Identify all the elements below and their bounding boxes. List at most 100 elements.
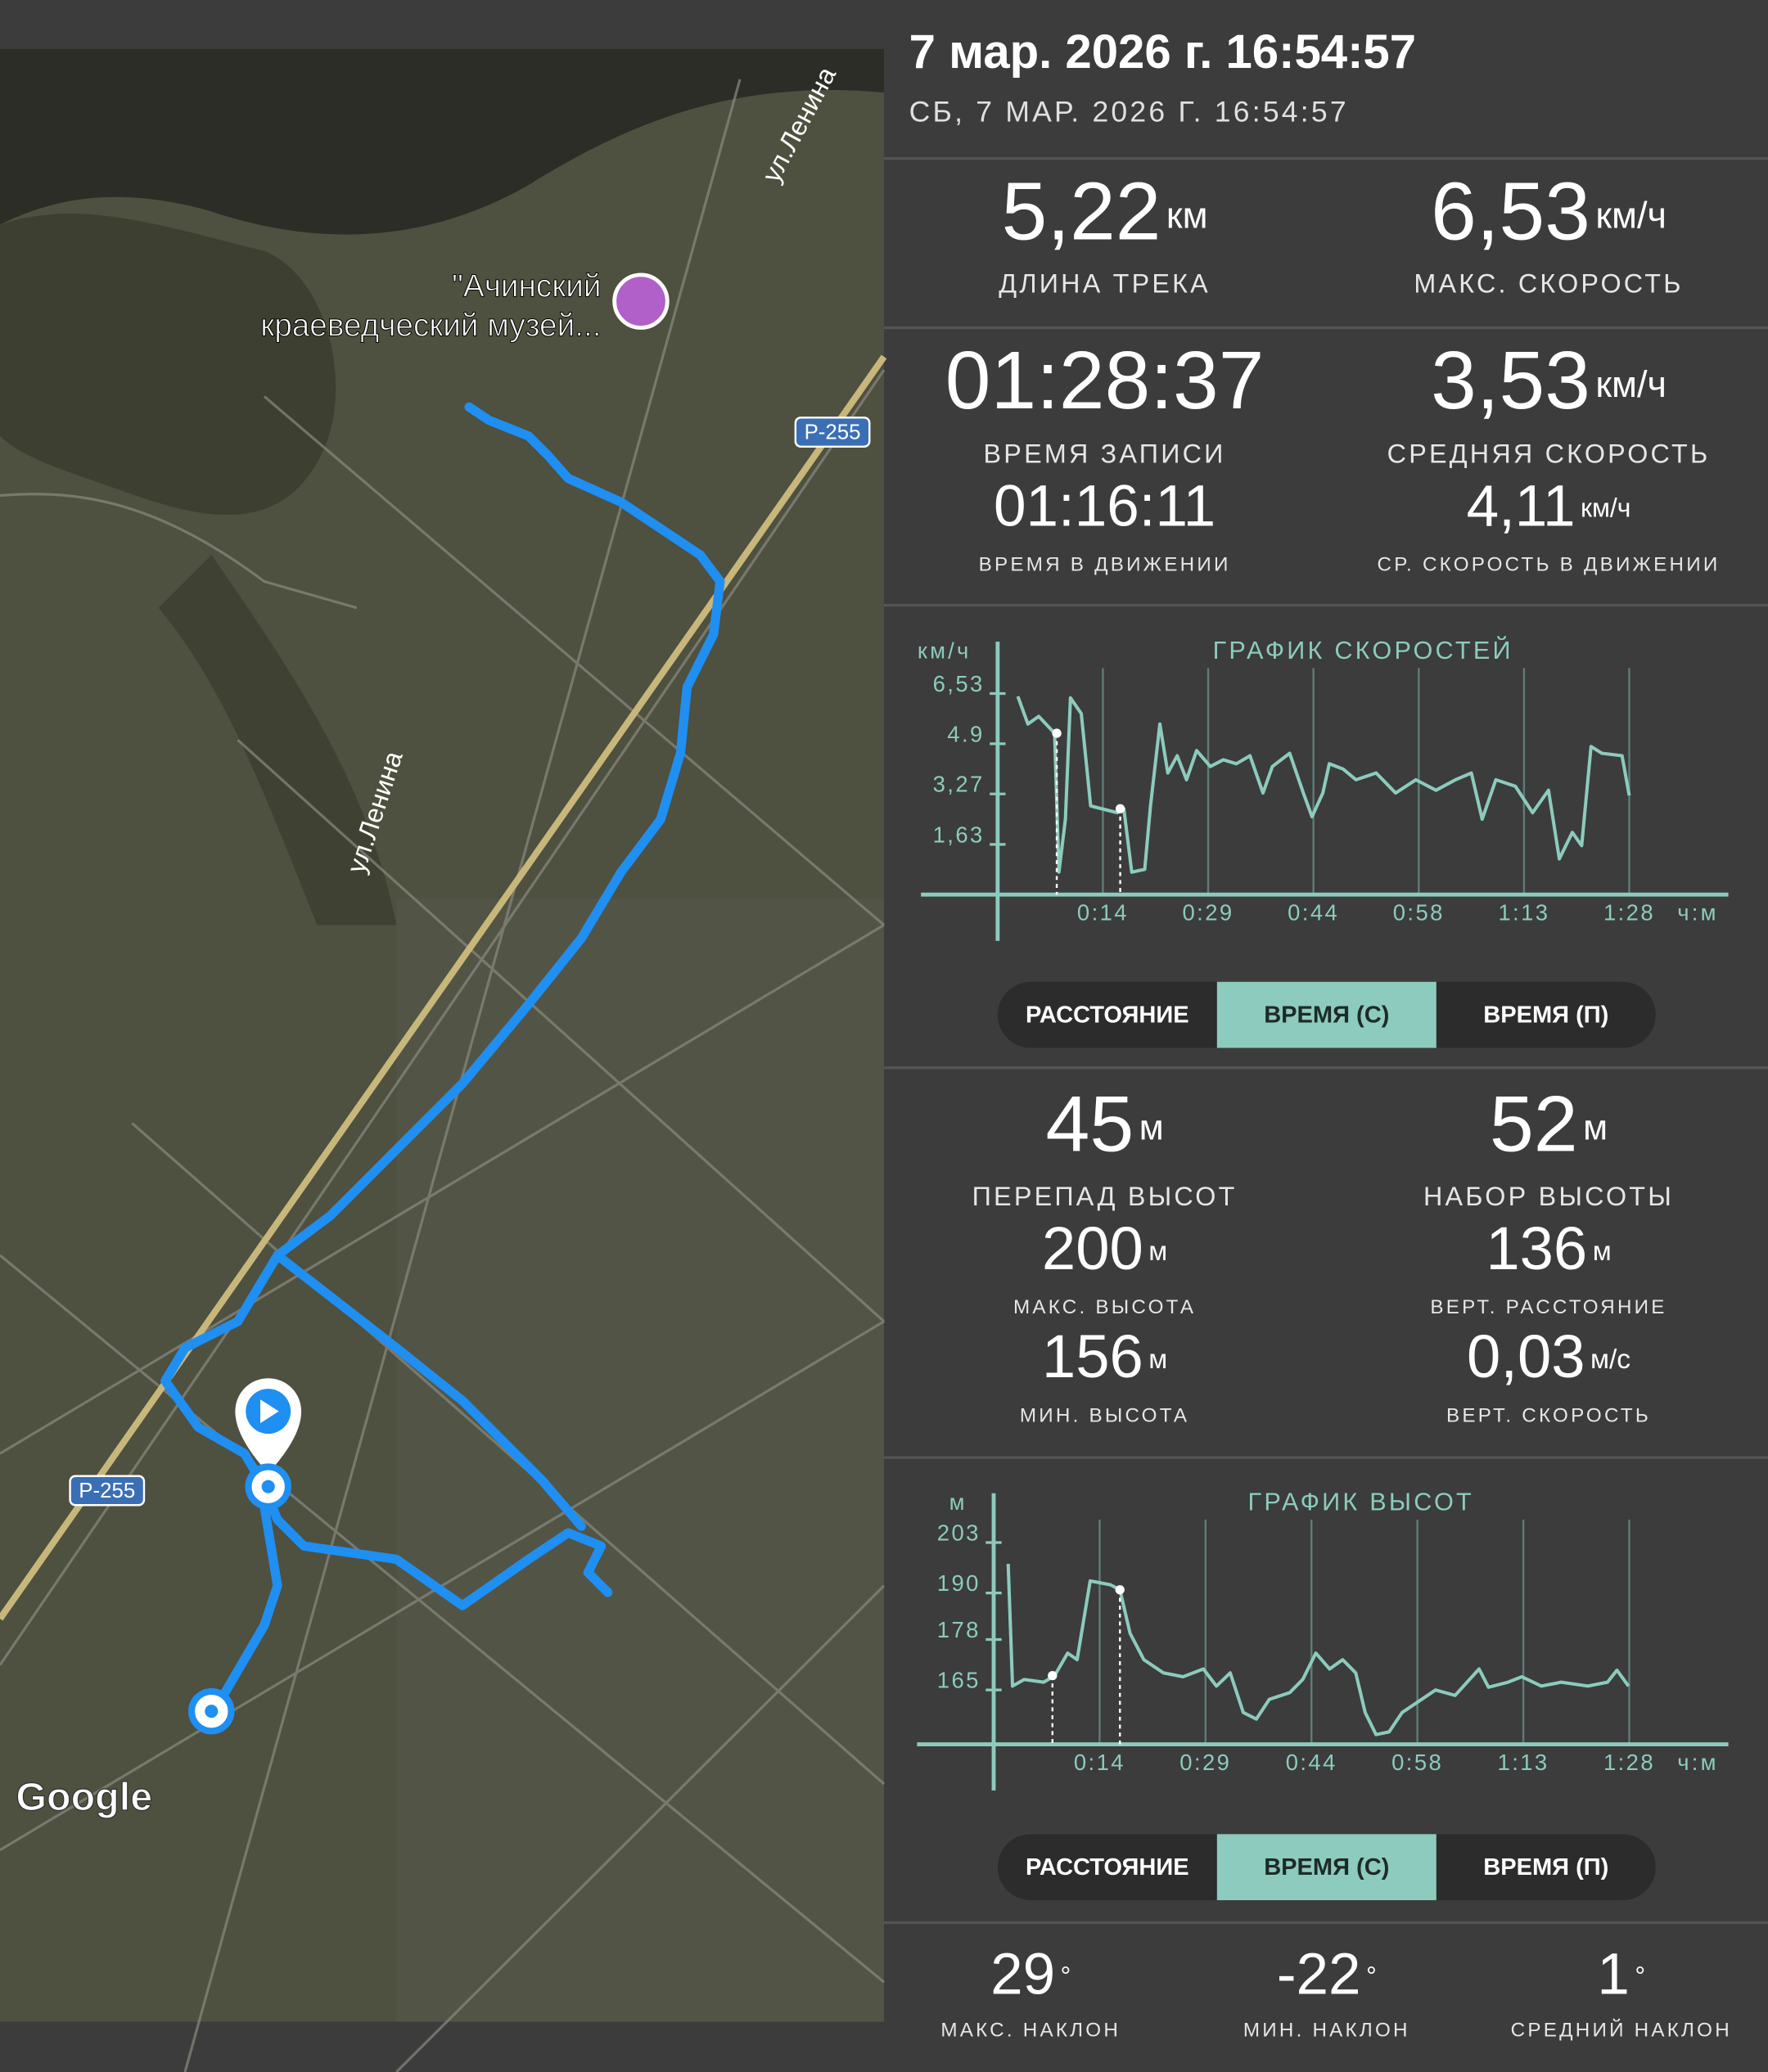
- stat-number: 6,53: [1431, 166, 1590, 258]
- stat-unit: м: [1148, 1345, 1167, 1375]
- y-tick-label: 4.9: [947, 721, 984, 746]
- stat-unit: м: [1593, 1236, 1612, 1267]
- stat-number: 52: [1490, 1079, 1578, 1168]
- stat-number: 5,22: [1002, 166, 1161, 258]
- stat-unit: °: [1061, 1962, 1071, 1991]
- header-subtitle: СБ, 7 МАР. 2026 Г. 16:54:57: [909, 95, 1349, 128]
- x-tick-label: 0:58: [1393, 900, 1445, 926]
- x-tick-label: 1:13: [1498, 1750, 1549, 1775]
- segment-label: РАССТОЯНИЕ: [1026, 1854, 1189, 1881]
- stat-unit: м: [1148, 1236, 1167, 1267]
- stat-value: 52 м: [1490, 1079, 1608, 1168]
- road-sign-label: Р-255: [79, 1480, 135, 1502]
- city-block: [396, 899, 884, 2022]
- stat-label: ВЕРТ. СКОРОСТЬ: [1446, 1404, 1651, 1426]
- map[interactable]: ул.Ленина ул.Ленина "Ачинский краеведчес…: [0, 48, 887, 2072]
- stat-unit: м: [1139, 1108, 1164, 1147]
- separators: [884, 157, 1768, 1925]
- y-tick-label: 203: [937, 1520, 981, 1546]
- segment-label: ВРЕМЯ (П): [1483, 1002, 1608, 1028]
- road-sign: [69, 1475, 146, 1507]
- x-tick-label: 0:44: [1288, 900, 1339, 926]
- poi-label: краеведческий музей...: [260, 309, 601, 344]
- stat-label: СР. СКОРОСТЬ В ДВИЖЕНИИ: [1378, 554, 1721, 576]
- stat-label: НАБОР ВЫСОТЫ: [1423, 1182, 1674, 1211]
- stat-value: 6,53 км/ч: [1431, 166, 1667, 258]
- stat-label: ДЛИНА ТРЕКА: [999, 268, 1211, 298]
- stat-value: 0,03 м/с: [1467, 1322, 1630, 1390]
- marker-dot: [1115, 804, 1125, 813]
- stat-unit: м: [1583, 1108, 1608, 1147]
- y-unit: км/ч: [918, 637, 972, 663]
- x-tick-label: 1:13: [1498, 900, 1549, 926]
- segment-label: ВРЕМЯ (С): [1264, 1854, 1389, 1881]
- segment-label: ВРЕМЯ (С): [1264, 1002, 1389, 1028]
- stat-label: МАКС. НАКЛОН: [940, 2019, 1121, 2041]
- x-unit: ч:м: [1677, 900, 1718, 926]
- stat-unit: км: [1166, 194, 1208, 236]
- forest: [0, 214, 336, 516]
- data-line: [1006, 1563, 1630, 1736]
- forest: [158, 555, 397, 926]
- stat-unit: °: [1635, 1962, 1645, 1991]
- x-tick-label: 0:29: [1183, 900, 1234, 926]
- stat-label: СРЕДНИЙ НАКЛОН: [1511, 2018, 1732, 2041]
- segment-selected: [1216, 1834, 1436, 1901]
- x-tick-label: 1:28: [1603, 900, 1655, 926]
- stat-number: 45: [1046, 1079, 1134, 1168]
- stat-value: 4,11 км/ч: [1467, 474, 1631, 538]
- stat-number: 29: [990, 1942, 1055, 2007]
- stat-number: 3,53: [1431, 336, 1590, 427]
- segment-label: РАССТОЯНИЕ: [1026, 1002, 1189, 1028]
- marker-dot: [1048, 1670, 1058, 1681]
- y-tick-label: 6,53: [933, 671, 985, 696]
- stat-unit: км/ч: [1595, 363, 1667, 405]
- stat-value: 01:28:37: [945, 336, 1265, 427]
- stat-number: 136: [1486, 1214, 1587, 1281]
- road-sign: [794, 417, 871, 448]
- x-tick-label: 0:58: [1391, 1750, 1443, 1775]
- stat-label: МАКС. СКОРОСТЬ: [1414, 268, 1683, 298]
- stat-value: 136 м: [1486, 1214, 1611, 1281]
- y-tick-label: 1,63: [933, 822, 985, 847]
- end-point-dot: [205, 1705, 219, 1718]
- play-icon: [260, 1399, 279, 1424]
- marker-dot: [1115, 1585, 1125, 1595]
- stat-unit: °: [1366, 1962, 1377, 1991]
- stat-value: 156 м: [1042, 1322, 1167, 1390]
- track: [160, 402, 725, 1709]
- stat-label: МИН. НАКЛОН: [1243, 2019, 1410, 2041]
- stat-value: -22 °: [1277, 1942, 1377, 2007]
- stat-label: ПЕРЕПАД ВЫСОТ: [972, 1182, 1238, 1211]
- x-tick-label: 0:29: [1179, 1750, 1231, 1775]
- y-tick-label: 190: [937, 1570, 981, 1596]
- stat-number: 1: [1597, 1942, 1630, 2007]
- museum-icon[interactable]: [612, 273, 670, 330]
- river: [0, 48, 884, 235]
- stat-label: ВЕРТ. РАССТОЯНИЕ: [1430, 1296, 1667, 1318]
- stat-number: 01:28:37: [945, 336, 1265, 427]
- y-unit: м: [949, 1489, 967, 1515]
- stat-unit: км/ч: [1595, 194, 1667, 236]
- stat-label: ВРЕМЯ В ДВИЖЕНИИ: [979, 554, 1231, 576]
- chart-title: ГРАФИК ВЫСОТ: [1248, 1489, 1474, 1516]
- segment-label: ВРЕМЯ (П): [1483, 1854, 1608, 1881]
- stat-value: 29 °: [990, 1942, 1071, 2007]
- stat-value: 1 °: [1597, 1942, 1645, 2007]
- y-tick-label: 3,27: [933, 772, 985, 797]
- y-tick-label: 178: [937, 1617, 981, 1642]
- x-unit: ч:м: [1677, 1750, 1718, 1775]
- chart-title: ГРАФИК СКОРОСТЕЙ: [1213, 635, 1513, 664]
- stat-value: 200 м: [1042, 1214, 1167, 1281]
- stat-number: 01:16:11: [994, 474, 1216, 538]
- stat-number: 200: [1042, 1214, 1143, 1281]
- stat-value: 45 м: [1046, 1079, 1164, 1168]
- highway: [0, 354, 887, 1621]
- stat-label: МИН. ВЫСОТА: [1020, 1404, 1189, 1426]
- data-line: [1016, 696, 1631, 874]
- stat-label: МАКС. ВЫСОТА: [1013, 1296, 1196, 1318]
- x-tick-label: 0:44: [1286, 1750, 1337, 1775]
- y-tick-label: 165: [937, 1668, 981, 1693]
- stat-label: ВРЕМЯ ЗАПИСИ: [984, 439, 1226, 469]
- x-tick-label: 1:28: [1603, 1750, 1655, 1775]
